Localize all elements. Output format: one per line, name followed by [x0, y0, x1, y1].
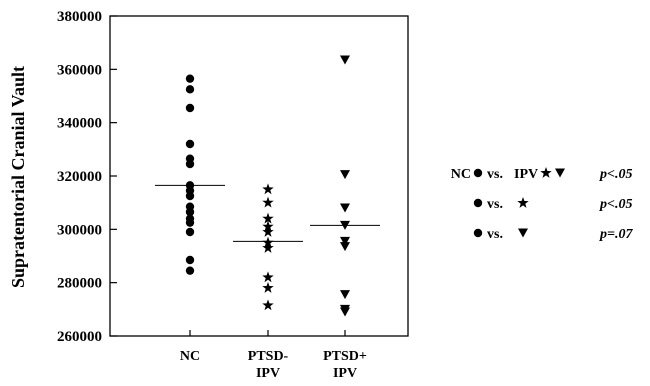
data-points: [185, 55, 350, 317]
y-tick-label: 340000: [57, 116, 102, 132]
category-label: PTSD-IPV: [248, 349, 289, 381]
legend-row: vs. p<.05: [473, 197, 632, 212]
legend-prefix: NC: [451, 167, 471, 182]
legend-marker-triangle-down: [555, 168, 565, 178]
mean-lines: [155, 184, 380, 242]
data-point-star: [262, 282, 274, 293]
data-point-circle: [185, 74, 195, 83]
y-tick-label: 280000: [57, 276, 102, 292]
data-point-star: [262, 299, 274, 311]
data-point-triangle-down: [340, 203, 350, 213]
legend-p-value: p=.07: [599, 227, 633, 242]
legend-marker-circle: [473, 168, 483, 178]
data-point-triangle-down: [340, 242, 350, 252]
legend-p-value: p<.05: [599, 197, 632, 212]
legend-marker-circle: [473, 228, 483, 238]
legend-p-value: p<.05: [599, 167, 632, 182]
x-axis-categories: NC PTSD-IPV PTSD+ IPV: [180, 330, 367, 381]
y-tick-label: 380000: [57, 9, 102, 25]
legend-marker-star: [540, 167, 552, 178]
data-point-star: [262, 212, 274, 224]
legend: NC vs. IPV p<.05 vs. p<.05 vs. p=.07: [451, 167, 633, 242]
legend-marker-triangle-down: [518, 228, 528, 238]
y-axis-ticks: 260000 280000 300000 320000 340000 360000 3800…: [57, 9, 117, 345]
category-label: PTSD+ IPV: [323, 349, 367, 381]
data-point-circle: [185, 191, 195, 201]
data-point-circle: [185, 218, 195, 227]
data-point-circle: [185, 207, 195, 217]
data-point-star: [262, 271, 274, 283]
data-point-circle: [185, 159, 195, 169]
plot-frame: [109, 15, 409, 337]
data-point-circle: [185, 227, 195, 237]
data-point-circle: [185, 266, 195, 275]
data-point-circle: [185, 85, 195, 94]
data-point-circle: [185, 103, 195, 113]
category-label: NC: [180, 349, 200, 364]
data-point-triangle-down: [340, 290, 350, 300]
data-point-circle: [185, 255, 195, 265]
y-tick-label: 260000: [57, 329, 102, 345]
y-axis-label: Supratentorial Cranial Vault: [8, 66, 28, 288]
data-point-triangle-down: [340, 236, 350, 246]
data-point-star: [262, 226, 274, 237]
data-point-triangle-down: [340, 307, 350, 317]
legend-vs: vs.: [487, 197, 503, 212]
legend-marker-star: [517, 197, 529, 208]
legend-row: vs. p=.07: [473, 227, 633, 242]
data-point-circle: [185, 139, 195, 149]
data-point-star: [262, 242, 274, 253]
legend-row: NC vs. IPV p<.05: [451, 167, 632, 182]
data-point-triangle-down: [340, 55, 350, 65]
data-point-star: [262, 196, 274, 208]
legend-marker-circle: [473, 198, 483, 208]
y-tick-label: 360000: [57, 62, 102, 78]
legend-vs: vs.: [487, 227, 503, 242]
data-point-star: [262, 183, 274, 195]
legend-vs: vs.: [487, 167, 503, 182]
data-point-triangle-down: [340, 170, 350, 180]
y-tick-label: 300000: [57, 222, 102, 238]
y-tick-label: 320000: [57, 169, 102, 185]
legend-group: IPV: [514, 167, 538, 182]
